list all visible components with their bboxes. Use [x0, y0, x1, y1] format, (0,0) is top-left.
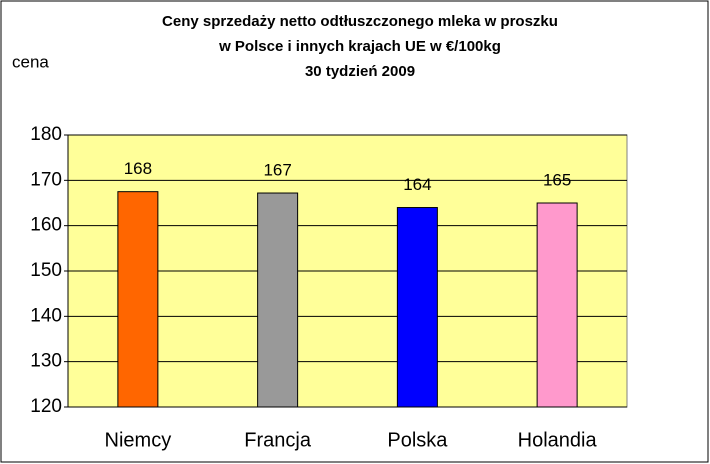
x-tick-label: Holandia	[518, 429, 598, 451]
x-tick-label: Polska	[387, 429, 448, 451]
bar	[396, 207, 438, 408]
value-label: 164	[403, 175, 431, 194]
value-label: 165	[543, 170, 571, 189]
y-tick-label: 150	[30, 260, 62, 281]
x-tick-label: Francja	[244, 429, 312, 451]
chart-title: w Polsce i innych krajach UE w €/100kg	[218, 38, 501, 55]
x-tick-label: Niemcy	[105, 429, 172, 451]
y-tick-label: 120	[30, 396, 62, 417]
chart-title: 30 tydzień 2009	[305, 63, 415, 80]
value-label: 168	[124, 159, 152, 178]
y-tick-label: 130	[30, 351, 62, 372]
y-tick-label: 140	[30, 305, 62, 326]
bar	[117, 191, 159, 408]
bar	[257, 192, 299, 408]
y-tick-label: 180	[30, 124, 62, 145]
value-label: 167	[263, 161, 291, 180]
y-axis-label: cena	[12, 52, 49, 71]
chart-title: Ceny sprzedaży netto odtłuszczonego mlek…	[162, 13, 558, 30]
y-tick-label: 160	[30, 215, 62, 236]
y-tick-label: 170	[30, 169, 62, 190]
bar	[536, 202, 578, 408]
